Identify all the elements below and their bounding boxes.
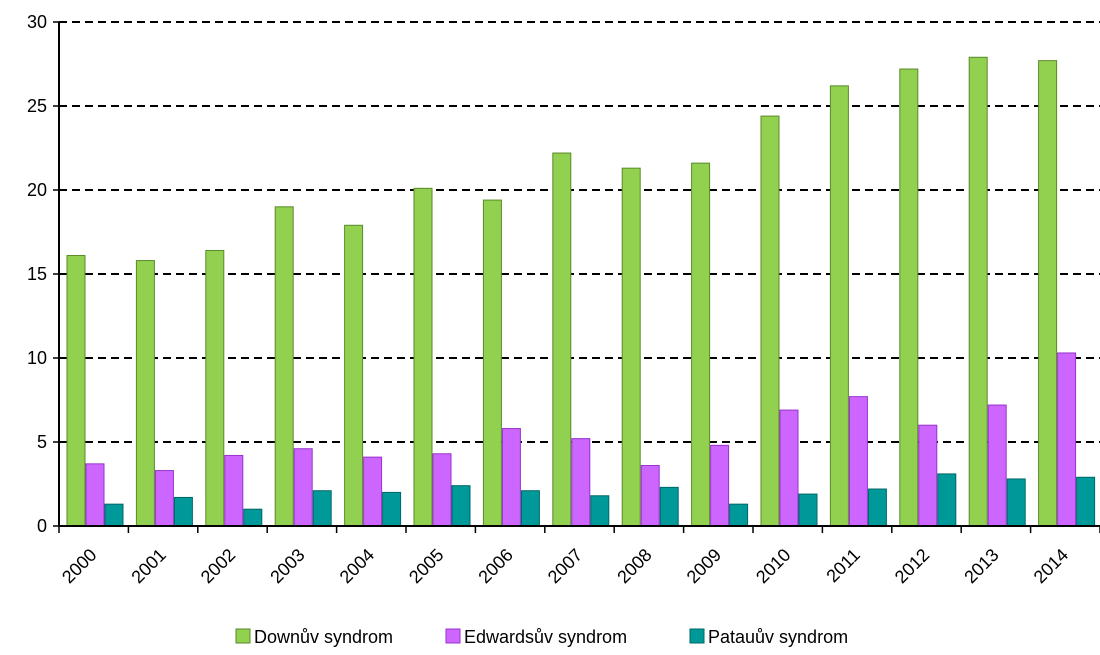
legend-item-patauův: Patauův syndrom [689,627,848,647]
bar-patauův-2004 [382,491,402,527]
bar-downův-2006 [482,199,502,527]
legend-label: Downův syndrom [254,627,393,647]
x-tick-label: 2001 [127,545,169,587]
bar-patauův-2003 [312,490,332,527]
y-tick-label: 10 [27,348,47,368]
y-tick-label: 0 [37,516,47,536]
bar-edwardsův-2013 [987,404,1007,527]
x-tick-label: 2012 [891,545,933,587]
x-tick-label: 2005 [405,545,447,587]
x-tick-label: 2004 [336,545,378,587]
bar-patauův-2011 [867,488,887,527]
bar-downův-2000 [66,255,86,527]
y-tick-label: 30 [27,12,47,32]
bar-patauův-2014 [1076,476,1096,527]
y-tick-label: 25 [27,96,47,116]
bar-downův-2013 [968,56,988,527]
x-tick-label: 2002 [197,545,239,587]
bar-downův-2010 [760,115,780,527]
bar-patauův-2002 [243,508,263,527]
bar-downův-2005 [413,187,433,527]
bar-downův-2008 [621,167,641,527]
x-tick-label: 2006 [474,545,516,587]
bar-patauův-2013 [1006,478,1026,527]
x-tick-label: 2000 [58,545,100,587]
x-tick-label: 2010 [752,545,794,587]
y-tick-labels: 0 5 10 15 20 25 30 [27,12,59,536]
legend-label: Patauův syndrom [708,627,848,647]
bar-downův-2007 [552,152,572,527]
x-tick-label: 2014 [1030,545,1072,587]
bar-patauův-2010 [798,493,818,527]
x-tick-label: 2003 [266,545,308,587]
x-tick-label: 2008 [613,545,655,587]
bar-edwardsův-2012 [918,424,938,527]
bar-downův-2003 [274,206,294,527]
x-tick-label: 2009 [683,545,725,587]
bars [66,56,1096,527]
bar-edwardsův-2001 [154,470,174,527]
legend-item-downův: Downův syndrom [235,627,393,647]
legend-item-edwardsův: Edwardsův syndrom [445,627,627,647]
bar-patauův-2000 [104,503,124,527]
bar-downův-2009 [691,162,711,527]
bar-edwardsův-2006 [501,428,521,527]
bar-edwardsův-2009 [710,444,730,527]
bar-patauův-2001 [173,496,193,527]
bar-edwardsův-2008 [640,465,660,527]
bar-downův-2014 [1038,60,1058,527]
bar-patauův-2012 [937,473,957,527]
legend-swatch [445,628,461,644]
bar-downův-2011 [829,85,849,527]
y-tick-label: 5 [37,432,47,452]
x-tick-labels: 2000 2001 2002 2003 2004 2005 2006 2007 2008 2009… [58,526,1100,587]
bar-edwardsův-2005 [432,453,452,527]
bar-downův-2001 [135,260,155,527]
bar-edwardsův-2011 [848,396,868,527]
bar-edwardsův-2002 [224,454,244,527]
bar-edwardsův-2014 [1057,352,1077,527]
bar-patauův-2008 [659,486,679,527]
bar-downův-2002 [205,249,225,527]
x-tick-label: 2011 [822,545,864,587]
x-tick-label: 2007 [544,545,586,587]
bar-patauův-2007 [590,495,610,527]
bar-edwardsův-2003 [293,448,313,527]
legend-swatch [689,628,705,644]
bar-edwardsův-2007 [571,438,591,527]
y-tick-label: 20 [27,180,47,200]
bar-patauův-2005 [451,485,471,527]
x-tick-label: 2013 [960,545,1002,587]
legend-swatch [235,628,251,644]
bar-downův-2012 [899,68,919,527]
legend-label: Edwardsův syndrom [464,627,627,647]
bar-edwardsův-2010 [779,409,799,527]
bar-downův-2004 [344,224,364,527]
bar-edwardsův-2000 [85,463,105,527]
bar-patauův-2006 [520,490,540,527]
bar-edwardsův-2004 [363,456,383,527]
legend: Downův syndrom Edwardsův syndrom Patauův s… [235,627,848,647]
bar-patauův-2009 [729,503,749,527]
y-tick-label: 15 [27,264,47,284]
